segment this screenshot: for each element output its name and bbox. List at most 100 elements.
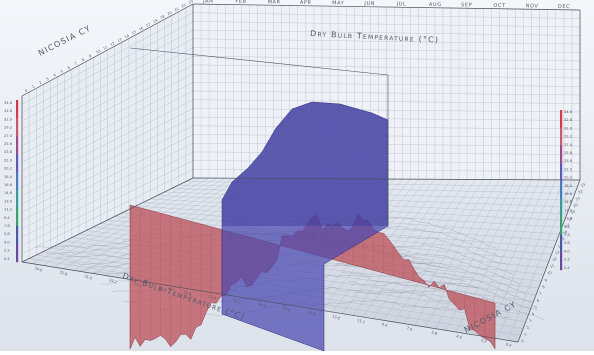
right-color-scale-segment [560, 216, 563, 235]
right-wall-grid-line [192, 99, 581, 104]
left-scale-tick-label: 18.4 [4, 175, 13, 179]
box-edge [192, 177, 581, 181]
month-tick-label: OCT [493, 3, 506, 9]
right-scale-tick-label: 20.2 [564, 176, 572, 180]
left-scale-tick-label: 16.6 [4, 183, 13, 187]
right-wall-grid-line [192, 47, 581, 53]
bottom-scale-tick-label: 14.8 [307, 310, 317, 317]
right-wall-grid-line [192, 29, 581, 36]
right-wall-grid-line [192, 64, 581, 70]
left-color-scale-segment [16, 118, 19, 137]
left-wall-grid-line [21, 151, 194, 238]
bottom-scale-tick-label: 11.2 [356, 318, 365, 324]
hour-tick-label-front: 20 [573, 202, 580, 208]
right-scale-tick-label: 27.4 [564, 143, 573, 147]
left-wall-grid-line [21, 12, 194, 105]
left-scale-tick-label: 7.6 [4, 224, 10, 228]
bottom-scale-tick-label: 25.6 [158, 286, 168, 293]
left-scale-tick-label: 25.6 [4, 142, 13, 146]
bottom-scale-tick-label: 4.0 [456, 334, 463, 340]
right-color-scale-segment [560, 181, 563, 200]
left-wall-grid-line [21, 73, 194, 163]
hour-tick-label: 12 [110, 41, 116, 47]
left-color-scale-segment [16, 136, 19, 155]
left-scale-tick-label: 5.8 [4, 232, 10, 236]
hour-tick-label: 2 [38, 81, 42, 86]
bottom-scale-tick-label: 31.0 [84, 274, 94, 281]
hour-tick-label-front: 17 [565, 223, 571, 229]
left-scale-tick-label: 2.2 [4, 249, 10, 253]
left-wall-grid-line [21, 47, 194, 138]
hour-tick-label-front: 16 [562, 229, 569, 235]
right-wall-grid-line [192, 12, 581, 19]
right-scale-tick-label: 14.8 [564, 200, 573, 204]
hour-tick-label-front: 12 [552, 257, 558, 263]
right-scale-tick-label: 16.6 [564, 192, 573, 196]
hour-tick-label: 19 [159, 14, 166, 20]
hour-tick-label-front: 8 [542, 285, 547, 290]
left-wall-grid-line [21, 82, 194, 171]
bottom-scale-tick-label: 29.2 [108, 278, 117, 284]
hour-profile-surface [221, 101, 389, 352]
right-wall-grid-line [192, 82, 581, 87]
hour-tick-label-front: 19 [570, 209, 577, 215]
month-tick-label: MAY [332, 0, 345, 6]
left-color-scale-segment [16, 154, 19, 173]
bottom-scale-tick-label: 22.0 [208, 294, 218, 301]
month-tick-label: FEB [235, 0, 246, 5]
hour-tick-label-front: 9 [544, 278, 549, 283]
bottom-scale-tick-label: 16.6 [282, 306, 292, 313]
left-wall-grid-line [21, 143, 194, 229]
hour-tick-label: 23 [188, 0, 194, 5]
right-scale-tick-label: 32.8 [564, 118, 573, 122]
month-tick-label: JUN [363, 1, 375, 7]
right-scale-tick-label: 2.2 [564, 258, 570, 262]
left-wall-grid-line [21, 29, 194, 122]
hour-tick-label: 20 [167, 10, 174, 16]
month-tick-label: DEC [558, 4, 570, 10]
bottom-scale-tick-label: 5.8 [431, 330, 438, 336]
right-color-scale-segment [560, 198, 563, 217]
bottom-scale-tick-label: 20.2 [232, 298, 241, 304]
hour-tick-label-front: 0 [521, 339, 526, 344]
right-wall-grid-line [192, 38, 581, 45]
left-color-scale-segment [16, 226, 19, 245]
cross-section-planes [129, 101, 496, 352]
left-scale-tick-label: 11.2 [4, 208, 12, 212]
left-scale-tick-label: 29.2 [4, 126, 12, 130]
left-scale-tick-label: 13.0 [4, 199, 13, 203]
left-wall-grid-line [21, 38, 194, 130]
hour-tick-label-front: 1 [523, 332, 527, 337]
right-scale-tick-label: 18.4 [564, 184, 573, 188]
left-color-scale-segment [16, 190, 19, 209]
left-wall-grid-line [21, 125, 194, 213]
hour-tick-label-front: 13 [554, 250, 560, 256]
hour-tick-label: 18 [152, 18, 159, 24]
month-tick-label: NOV [526, 3, 539, 9]
right-scale-tick-label: 34.6 [564, 110, 573, 114]
right-wall-grid-line [192, 73, 581, 79]
box-edge [21, 261, 519, 343]
left-color-scale-segment [16, 244, 19, 263]
right-wall-grid-line [192, 116, 581, 121]
hour-tick-label-front: 4 [531, 312, 536, 317]
hour-plane-frame [129, 47, 389, 226]
right-scale-tick-label: 31.0 [564, 126, 573, 130]
left-scale-tick-label: 0.4 [4, 257, 10, 261]
left-wall-grid-line [21, 134, 194, 221]
month-tick-label: APR [300, 0, 312, 6]
right-color-scale-segment [560, 234, 563, 253]
wireframe-line [347, 280, 539, 311]
hour-tick-label-front: 23 [580, 183, 586, 189]
left-scale-tick-label: 22.0 [4, 158, 13, 162]
left-wall-grid-line [21, 160, 194, 246]
right-scale-tick-label: 4.0 [564, 249, 570, 253]
hour-tick-label-front: 15 [560, 237, 566, 243]
left-scale-tick-label: 32.8 [4, 109, 13, 113]
left-scale-tick-label: 34.6 [4, 101, 13, 105]
wireframe-line [144, 300, 511, 320]
hour-tick-label: 9 [88, 54, 93, 59]
month-tick-label: AUG [429, 2, 442, 8]
wireframe-line [341, 271, 533, 303]
